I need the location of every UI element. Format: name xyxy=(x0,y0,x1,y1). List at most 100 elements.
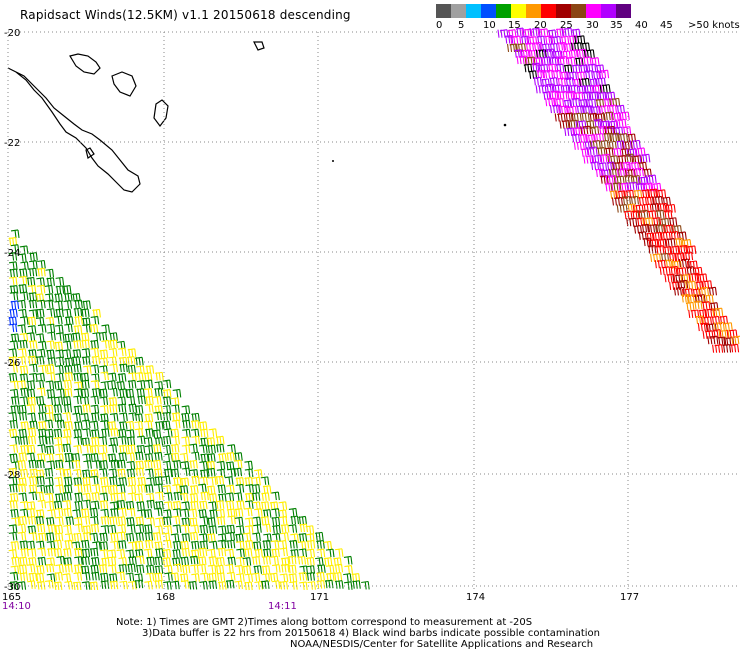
wind-barb xyxy=(704,308,716,318)
wind-barb xyxy=(628,161,640,171)
wind-barb xyxy=(226,531,236,541)
wind-barb xyxy=(606,161,616,171)
wind-barb xyxy=(316,580,326,589)
wind-barb xyxy=(566,71,578,81)
wind-barb xyxy=(182,428,191,438)
wind-barb xyxy=(208,476,217,486)
wind-barb xyxy=(217,539,227,549)
wind-barb xyxy=(226,524,236,534)
wind-barb xyxy=(681,293,690,303)
wind-barb xyxy=(549,104,562,114)
wind-barb xyxy=(135,371,144,381)
wind-barb xyxy=(624,168,636,178)
wind-barb xyxy=(170,452,180,462)
wind-barb xyxy=(615,118,627,128)
wind-barb xyxy=(602,111,614,121)
wind-barb xyxy=(90,469,99,478)
wind-barb xyxy=(171,404,180,413)
wind-barb xyxy=(27,435,37,445)
wind-barb xyxy=(80,332,90,342)
wind-barb xyxy=(565,112,574,121)
wind-barb xyxy=(82,525,92,534)
coastline xyxy=(69,53,101,75)
wind-barb xyxy=(144,388,153,397)
note-line-1: Note: 1) Times are GMT 2)Times along bot… xyxy=(116,617,533,628)
wind-barb xyxy=(718,329,730,339)
wind-barb xyxy=(128,580,137,590)
wind-barb xyxy=(702,294,714,304)
wind-barb xyxy=(655,189,667,198)
wind-barb xyxy=(171,419,181,429)
wind-barb xyxy=(99,388,108,397)
legend-tick-label: >50 knots xyxy=(688,20,740,31)
wind-barb xyxy=(582,91,592,100)
wind-barb xyxy=(128,412,138,421)
wind-barb xyxy=(26,563,36,573)
wind-barb xyxy=(9,261,18,270)
wind-barb xyxy=(685,245,697,254)
wind-barb xyxy=(152,444,162,453)
wind-barb xyxy=(604,182,614,192)
wind-barb xyxy=(18,515,27,525)
wind-barb xyxy=(125,420,135,430)
wind-barb xyxy=(9,285,19,294)
wind-barb xyxy=(8,356,18,365)
wind-barb xyxy=(53,380,63,390)
wind-barb xyxy=(170,572,180,581)
wind-barb xyxy=(225,500,235,509)
wind-barb xyxy=(541,78,550,87)
wind-barb xyxy=(639,153,651,163)
wind-barb xyxy=(64,365,73,374)
wind-barb xyxy=(26,332,36,341)
wind-barb xyxy=(36,523,46,533)
wind-barb xyxy=(38,364,47,374)
wind-barb xyxy=(73,405,83,415)
wind-barb xyxy=(11,556,20,566)
wind-barb xyxy=(44,299,54,309)
wind-barb xyxy=(99,572,109,582)
wind-barb xyxy=(8,428,18,438)
wind-barb xyxy=(99,349,109,358)
wind-barb xyxy=(9,500,18,509)
wind-barb xyxy=(659,231,671,241)
wind-barb xyxy=(611,196,623,206)
wind-barb xyxy=(119,580,129,590)
wind-barb xyxy=(107,453,117,463)
wind-barb xyxy=(90,315,100,325)
wind-barb xyxy=(581,105,594,114)
wind-barb xyxy=(343,555,353,565)
wind-barb xyxy=(45,516,55,526)
wind-barb xyxy=(225,548,235,558)
wind-barb xyxy=(36,372,46,382)
legend-tick-label: 15 xyxy=(508,20,521,31)
wind-barb xyxy=(536,69,546,79)
wind-barb xyxy=(567,119,579,129)
wind-barb xyxy=(325,564,335,574)
wind-barb xyxy=(154,437,164,446)
wind-barb xyxy=(117,436,127,445)
wind-barb xyxy=(694,266,703,276)
wind-barb xyxy=(618,182,630,192)
wind-barb xyxy=(570,49,579,58)
wind-barb xyxy=(523,63,533,73)
wind-barb xyxy=(146,499,156,509)
wind-barb xyxy=(117,459,126,469)
longitude-label: 171 xyxy=(310,592,329,603)
legend-tick-label: 35 xyxy=(610,20,623,31)
wind-barb xyxy=(612,126,624,136)
wind-barb xyxy=(225,579,235,589)
wind-barb xyxy=(209,540,218,550)
wind-barb xyxy=(64,323,73,333)
wind-barb xyxy=(574,57,584,66)
wind-barb xyxy=(556,90,568,100)
wind-barb xyxy=(557,41,567,51)
wind-barb xyxy=(580,125,592,135)
wind-barb xyxy=(46,372,56,381)
wind-barb xyxy=(692,288,701,297)
wind-barb xyxy=(626,217,638,227)
wind-barb xyxy=(190,540,200,550)
wind-barb xyxy=(128,403,137,413)
wind-barb xyxy=(136,501,145,510)
wind-barb xyxy=(252,532,261,541)
wind-barb xyxy=(656,202,668,212)
